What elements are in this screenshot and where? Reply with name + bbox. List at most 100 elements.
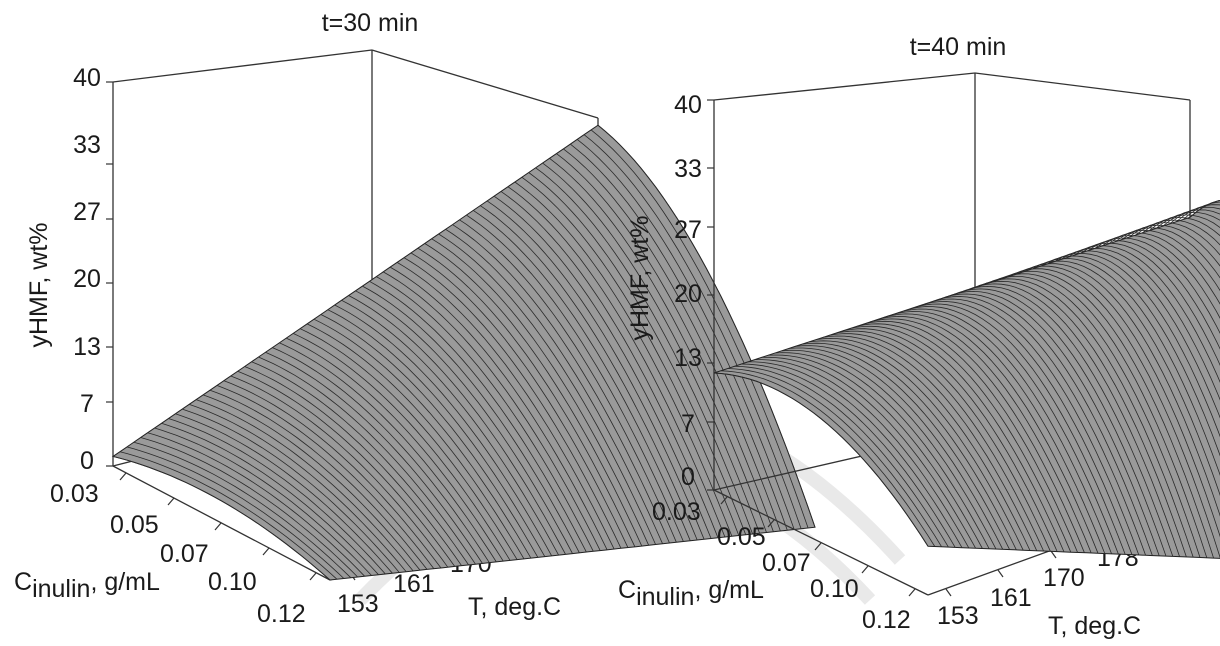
surface-mesh-line bbox=[320, 314, 539, 558]
surface-mesh-line bbox=[549, 157, 767, 533]
x-tick-mark bbox=[214, 522, 222, 531]
surface-mesh-line bbox=[362, 285, 580, 553]
back-top-edge-right bbox=[974, 72, 1191, 101]
surface-mesh-line bbox=[1108, 229, 1220, 292]
surface-mesh-line bbox=[822, 335, 1038, 551]
surface-mesh-line bbox=[877, 315, 1092, 554]
x-tick-label: 0.05 bbox=[717, 523, 766, 551]
surface-mesh-line bbox=[438, 233, 656, 545]
x-tick-mark bbox=[767, 519, 775, 528]
surface-mesh-line bbox=[410, 252, 629, 548]
surface-mesh-line bbox=[279, 342, 497, 563]
y-tick-label: 170 bbox=[1043, 564, 1085, 592]
surface-mesh-line bbox=[761, 356, 976, 549]
surface-mesh-line bbox=[313, 318, 532, 559]
surface-mesh-line bbox=[890, 311, 1106, 554]
surface-mesh-line bbox=[272, 347, 490, 563]
x-tick-label: 0.12 bbox=[257, 600, 306, 628]
y-tick-mark bbox=[997, 569, 1004, 578]
surface-mesh-line bbox=[383, 271, 601, 551]
surface-mesh-line bbox=[576, 139, 795, 530]
surface-mesh-line bbox=[369, 280, 587, 553]
surface-mesh-line bbox=[424, 243, 643, 547]
surface-mesh-line bbox=[376, 276, 594, 552]
x-axis-title: Cinulin, g/mL bbox=[14, 568, 160, 603]
surface-mesh-line bbox=[403, 257, 622, 549]
z-axis-title: yHMF, wt% bbox=[25, 223, 53, 348]
surface-mesh-line bbox=[265, 351, 483, 564]
surface-mesh-line bbox=[535, 167, 753, 535]
chart-panel-40min: t=40 min 0 7 13 20 27 33 40 bbox=[618, 33, 1220, 640]
surface-mesh-line bbox=[306, 323, 525, 560]
surface-mesh-line bbox=[486, 200, 705, 540]
z-tick-label: 40 bbox=[674, 91, 702, 119]
x-axis-title-subscript: inulin bbox=[636, 583, 694, 611]
surface-mesh-line bbox=[1182, 201, 1220, 220]
x-tick-label: 0.03 bbox=[50, 480, 99, 508]
z-axis-title: yHMF, wt% bbox=[626, 216, 654, 341]
z-tick-label: 13 bbox=[674, 344, 702, 372]
surface-mesh-line bbox=[514, 181, 733, 537]
z-tick-label: 20 bbox=[73, 265, 101, 293]
surface-mesh-line bbox=[286, 337, 504, 562]
x-tick-label: 0.12 bbox=[862, 606, 911, 634]
surface-mesh-line bbox=[727, 368, 942, 548]
x-axis-ticks: 0.03 0.05 0.07 0.10 0.12 bbox=[652, 496, 916, 634]
x-tick-mark bbox=[814, 542, 822, 551]
response-surface-mesh bbox=[713, 199, 1220, 559]
x-tick-label: 0.10 bbox=[208, 568, 257, 596]
back-top-edge-left bbox=[112, 49, 373, 83]
surface-mesh-line bbox=[713, 372, 929, 547]
surface-mesh-line bbox=[1101, 232, 1220, 305]
surface-mesh-line bbox=[348, 295, 566, 555]
surface-mesh-line bbox=[223, 380, 442, 569]
z-tick-label: 0 bbox=[681, 463, 695, 491]
z-tick-label: 7 bbox=[681, 410, 695, 438]
surface-mesh-line bbox=[951, 288, 1167, 557]
z-tick-label: 27 bbox=[674, 216, 702, 244]
surface-mesh-line bbox=[768, 354, 983, 549]
y-tick-mark bbox=[1050, 550, 1057, 559]
surface-mesh-line bbox=[720, 370, 936, 547]
surface-mesh-line bbox=[251, 361, 469, 566]
surface-mesh-line bbox=[459, 219, 677, 543]
y-tick-label: 153 bbox=[337, 590, 379, 618]
surface-mesh-line bbox=[126, 446, 345, 579]
surface-mesh-line bbox=[1067, 245, 1220, 383]
surface-mesh-line bbox=[597, 124, 816, 528]
surface-mesh-line bbox=[958, 285, 1174, 557]
chart-title: t=30 min bbox=[322, 9, 419, 37]
surface-mesh-line bbox=[734, 365, 949, 548]
surface-mesh-line bbox=[299, 328, 518, 560]
x-axis-line bbox=[713, 489, 929, 596]
surface-mesh-line bbox=[1162, 209, 1220, 227]
surface-mesh-line bbox=[870, 318, 1085, 553]
surface-mesh-line bbox=[209, 389, 428, 570]
x-axis-title-main: C bbox=[618, 576, 636, 604]
surface-mesh-line bbox=[119, 451, 338, 580]
surface-mesh-line bbox=[528, 172, 747, 535]
x-tick-label: 0.05 bbox=[110, 511, 159, 539]
surface-mesh-line bbox=[1121, 224, 1220, 267]
x-tick-mark bbox=[309, 572, 317, 581]
y-axis-title: T, deg.C bbox=[1048, 612, 1141, 640]
x-tick-mark bbox=[861, 565, 869, 574]
surface-mesh-line bbox=[466, 214, 684, 542]
surface-mesh-line bbox=[570, 143, 788, 531]
surface-mesh-line bbox=[843, 328, 1058, 552]
surface-mesh-line bbox=[1114, 227, 1220, 279]
surface-mesh-line bbox=[563, 148, 781, 532]
back-top-edge-left bbox=[713, 72, 976, 101]
surface-mesh-line bbox=[500, 191, 719, 538]
surface-mesh-line bbox=[931, 296, 1146, 556]
z-tick-label: 20 bbox=[674, 280, 702, 308]
surface-mesh-line bbox=[1006, 268, 1220, 559]
surface-mesh-line bbox=[1053, 250, 1220, 419]
x-tick-mark bbox=[167, 497, 175, 506]
x-axis-title-unit: , g/mL bbox=[90, 568, 160, 596]
z-tick-label: 33 bbox=[73, 131, 101, 159]
surface-mesh-line bbox=[182, 408, 400, 573]
surface-mesh-line bbox=[479, 205, 698, 541]
surface-mesh-line bbox=[795, 345, 1010, 550]
